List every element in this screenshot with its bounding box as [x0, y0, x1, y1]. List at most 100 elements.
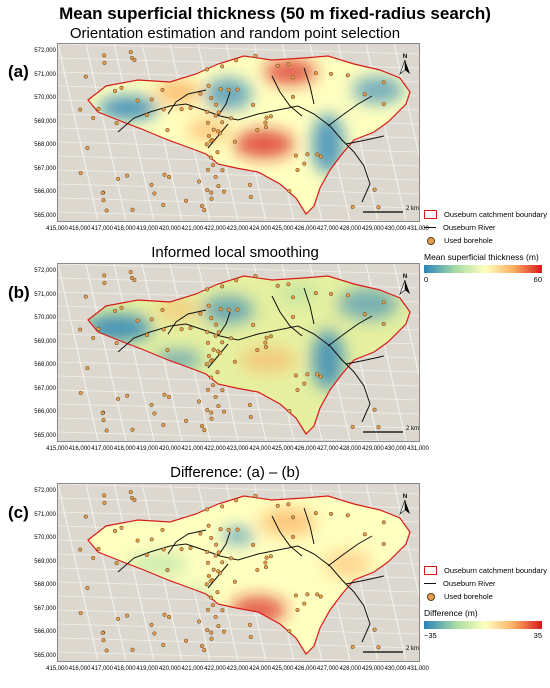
x-tick-label: 416,000	[68, 666, 91, 672]
x-tick-label: 419,000	[136, 226, 159, 232]
borehole-point	[253, 493, 258, 498]
x-tick-label: 416,000	[68, 446, 91, 452]
borehole-point	[268, 334, 273, 339]
borehole-point	[302, 161, 307, 166]
borehole-point	[202, 428, 207, 433]
y-axis-labels-b: 572,000 571,000 570,000 569,000 568,000 567,0…	[14, 263, 56, 440]
borehole-point	[302, 381, 307, 386]
borehole-point	[196, 179, 202, 184]
surface-patch	[186, 118, 230, 142]
borehole-point	[216, 569, 221, 574]
borehole-point	[205, 67, 210, 72]
y-tick-label: 567,000	[34, 385, 56, 392]
borehole-point	[345, 73, 350, 78]
borehole-point	[275, 63, 280, 68]
borehole-point	[166, 394, 172, 400]
borehole-point	[248, 414, 253, 420]
basemap-road	[58, 264, 419, 275]
x-tick-label: 423,000	[226, 226, 249, 232]
x-tick-label: 427,000	[316, 666, 339, 672]
borehole-point	[184, 638, 189, 643]
borehole-point	[362, 532, 367, 537]
borehole-point	[247, 182, 252, 187]
borehole-point	[216, 110, 221, 115]
borehole-point	[268, 554, 273, 559]
x-tick-label: 431,000	[407, 226, 429, 232]
x-tick-label: 427,000	[316, 226, 339, 232]
river-line	[345, 575, 385, 585]
borehole-point	[381, 541, 386, 547]
borehole-point	[213, 394, 218, 399]
borehole-point	[125, 613, 130, 618]
y-axis-labels-c: 572,000 571,000 570,000 569,000 568,000 567,0…	[14, 483, 56, 660]
borehole-point	[205, 407, 210, 413]
x-tick-label: 429,000	[362, 226, 384, 232]
borehole-point	[234, 278, 239, 283]
borehole-point	[210, 163, 216, 168]
x-tick-label: 424,000	[249, 226, 271, 232]
colorbar-min-label: −35	[424, 631, 437, 640]
borehole-point	[211, 347, 216, 352]
x-tick-label: 427,000	[316, 446, 339, 452]
borehole-point	[144, 332, 149, 338]
borehole-point	[264, 555, 269, 560]
borehole-point	[205, 549, 210, 554]
borehole-point	[188, 105, 193, 111]
scale-label: 2 km	[406, 426, 419, 432]
map-panel-a[interactable]: N 2 km	[57, 43, 420, 222]
river-line-icon	[424, 227, 436, 228]
borehole-point	[209, 190, 214, 195]
borehole-point	[253, 53, 258, 58]
borehole-point	[228, 556, 234, 561]
river-line	[271, 295, 303, 337]
y-tick-label: 565,000	[34, 432, 56, 439]
borehole-point	[209, 630, 214, 635]
map-panel-c[interactable]: N 2 km	[57, 483, 420, 662]
y-tick-label: 571,000	[34, 71, 56, 78]
x-tick-label: 428,000	[339, 446, 362, 452]
borehole-point	[210, 383, 216, 388]
y-tick-label: 567,000	[34, 165, 56, 172]
borehole-point	[263, 120, 268, 125]
borehole-point	[184, 418, 189, 423]
surface-patch	[156, 80, 200, 104]
borehole-point	[205, 507, 210, 512]
borehole-point	[78, 107, 83, 112]
borehole-point	[305, 152, 310, 157]
borehole-point	[205, 560, 211, 565]
borehole-point	[275, 503, 280, 508]
borehole-point	[209, 95, 214, 101]
y-tick-label: 568,000	[34, 582, 56, 588]
borehole-point	[328, 71, 334, 76]
borehole-point	[220, 120, 225, 125]
borehole-point	[235, 307, 240, 312]
basemap-road	[58, 484, 99, 661]
borehole-point	[206, 303, 211, 308]
borehole-point	[184, 198, 189, 203]
river-line	[327, 535, 373, 567]
borehole-point	[293, 373, 298, 378]
borehole-point	[179, 107, 184, 112]
borehole-point	[235, 527, 240, 532]
borehole-point	[160, 307, 165, 312]
borehole-point	[264, 335, 269, 340]
borehole-point	[102, 493, 107, 498]
basemap-road	[58, 609, 419, 621]
river-line	[117, 323, 371, 423]
borehole-point	[165, 568, 170, 573]
borehole-point	[214, 102, 219, 107]
basemap-road	[85, 44, 127, 221]
borehole-point	[102, 273, 107, 278]
y-tick-label: 565,000	[34, 212, 56, 219]
borehole-point	[115, 616, 121, 621]
borehole-point	[198, 531, 203, 536]
x-tick-label: 425,000	[271, 666, 294, 672]
borehole-point	[208, 139, 213, 144]
map-panel-b[interactable]: N 2 km	[57, 263, 420, 442]
basemap-road	[58, 403, 419, 415]
river-line	[345, 355, 385, 365]
borehole-point	[162, 612, 167, 617]
borehole-point	[209, 315, 214, 321]
y-tick-label: 571,000	[34, 511, 56, 518]
borehole-point	[218, 307, 223, 312]
